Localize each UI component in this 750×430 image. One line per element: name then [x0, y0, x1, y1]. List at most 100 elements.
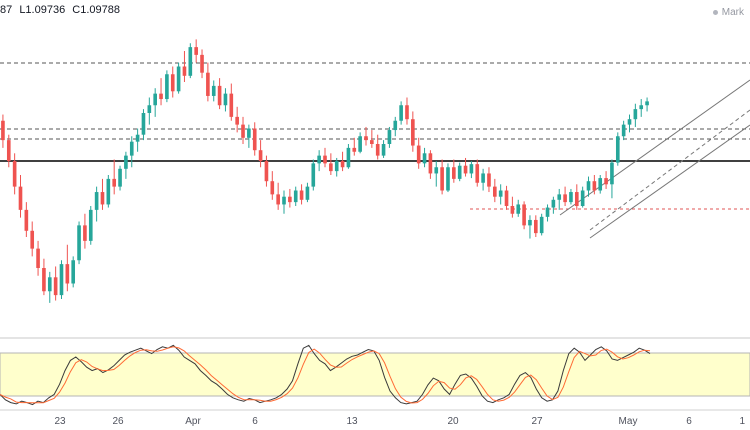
- candle: [592, 175, 597, 195]
- candle: [639, 99, 644, 117]
- candle-body: [200, 54, 204, 73]
- candle: [358, 132, 362, 154]
- candle-body: [522, 204, 526, 226]
- candle: [6, 134, 11, 168]
- candle-body: [77, 225, 81, 261]
- candle: [574, 184, 579, 210]
- candle: [621, 120, 626, 141]
- candle-body: [288, 196, 292, 203]
- channel-lines: [559, 79, 750, 239]
- candle: [112, 159, 117, 195]
- candle-body: [188, 47, 193, 76]
- candle-body: [235, 116, 239, 125]
- candle-body: [340, 161, 345, 168]
- candle: [393, 116, 398, 137]
- candle-body: [118, 168, 122, 187]
- candle-body: [241, 124, 245, 138]
- candle: [100, 178, 105, 210]
- candle: [411, 111, 415, 152]
- candle: [206, 62, 210, 102]
- candle-body: [627, 119, 632, 125]
- candle-body: [428, 153, 433, 174]
- candle: [317, 150, 321, 172]
- candle: [615, 132, 620, 166]
- candle-body: [370, 140, 374, 144]
- candle: [352, 137, 357, 156]
- x-tick-label: 26: [112, 416, 124, 427]
- candle: [241, 116, 245, 144]
- candle: [106, 175, 111, 208]
- candle: [30, 221, 35, 257]
- candle-body: [299, 190, 304, 200]
- candle: [59, 260, 64, 299]
- candle-body: [211, 85, 216, 96]
- candle-body: [358, 136, 362, 152]
- candle-body: [112, 178, 117, 187]
- candle-body: [30, 230, 35, 249]
- candle-body: [334, 161, 339, 172]
- candle-body: [206, 72, 210, 96]
- time-axis-ticks: 23 26 Apr 6 13 20 27 May 6 1: [54, 416, 745, 427]
- candle: [188, 43, 193, 79]
- candle-body: [387, 130, 392, 144]
- candle: [522, 201, 526, 230]
- candle: [539, 213, 544, 236]
- candle: [334, 157, 339, 177]
- candle-body: [475, 164, 480, 183]
- candle: [135, 128, 140, 152]
- candle: [258, 140, 263, 168]
- channel-middle: [589, 109, 750, 231]
- candle-body: [36, 248, 40, 268]
- x-tick-label: 23: [54, 416, 66, 427]
- candle-body: [165, 74, 169, 100]
- candle-body: [411, 119, 415, 146]
- candle: [311, 159, 316, 191]
- candle-body: [305, 186, 310, 200]
- candle: [446, 163, 450, 193]
- candle-body: [24, 209, 29, 231]
- candle-body: [124, 155, 128, 169]
- candle-body: [247, 128, 251, 138]
- candle-body: [574, 192, 579, 206]
- candle-body: [528, 219, 532, 226]
- candle-body: [533, 219, 538, 234]
- candle: [235, 106, 239, 133]
- low-value: L1.09736: [19, 4, 66, 16]
- candle-body: [504, 190, 509, 206]
- candle: [475, 159, 480, 187]
- candle: [375, 134, 380, 160]
- candle-body: [563, 194, 567, 203]
- candle: [211, 80, 216, 102]
- candle: [557, 188, 562, 210]
- candle: [53, 266, 58, 301]
- candle: [416, 137, 421, 169]
- candle: [457, 162, 462, 182]
- candle-body: [493, 186, 497, 197]
- candle-body: [159, 93, 163, 100]
- candle: [176, 62, 181, 94]
- close-value: C1.09788: [72, 4, 120, 16]
- x-tick-label: 13: [346, 416, 358, 427]
- candle: [434, 161, 439, 187]
- candle: [493, 178, 497, 203]
- candle: [12, 153, 17, 195]
- candle: [428, 150, 433, 179]
- candle: [633, 103, 638, 127]
- candle: [83, 213, 87, 249]
- candle: [504, 185, 509, 210]
- candle: [252, 122, 257, 156]
- candle-body: [94, 192, 99, 210]
- candle: [124, 151, 128, 179]
- ohlc-fragment: 87: [0, 4, 13, 16]
- candle-body: [469, 164, 474, 174]
- candle: [18, 175, 23, 218]
- candle-body: [381, 144, 386, 156]
- candle: [569, 188, 573, 205]
- x-tick-label: 27: [531, 416, 543, 427]
- candle: [563, 186, 567, 206]
- candle-body: [223, 93, 228, 106]
- candle-body: [311, 163, 316, 187]
- candle: [498, 184, 503, 205]
